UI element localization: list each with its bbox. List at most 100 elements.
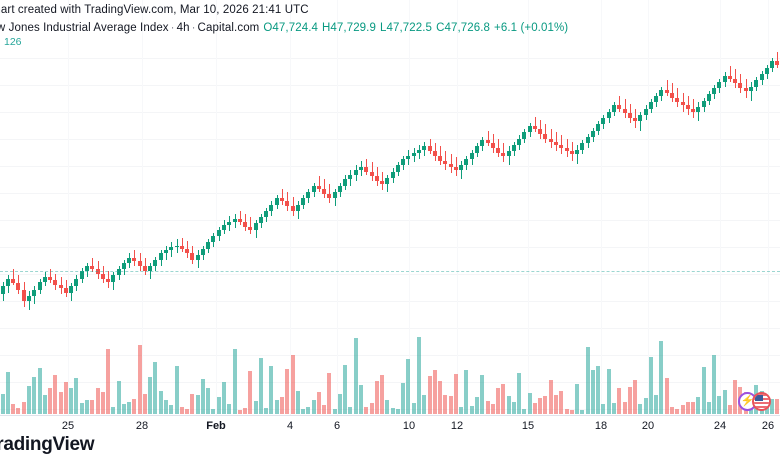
volume-bar	[385, 400, 389, 414]
candle-body	[138, 261, 142, 266]
price-change: +6.1 (+0.01%)	[494, 22, 569, 34]
volume-bar	[565, 408, 569, 414]
candle-body	[501, 152, 505, 156]
candle-body	[238, 218, 242, 222]
volume-bar	[443, 395, 447, 414]
candle-body	[659, 89, 663, 97]
volume-bar	[6, 372, 10, 414]
candle-wick	[440, 146, 441, 166]
candle-body	[333, 192, 337, 199]
volume-bar	[670, 406, 674, 414]
volume-bar	[380, 375, 384, 414]
volume-bar	[723, 389, 727, 414]
volume-bar	[301, 409, 305, 414]
candle-wick	[382, 171, 383, 191]
candle-body	[22, 289, 26, 301]
volume-bar	[206, 387, 210, 414]
volume-bar	[586, 347, 590, 414]
candle-body	[517, 138, 521, 145]
candle-body	[385, 177, 389, 185]
volume-bar	[148, 377, 152, 414]
candle-body	[480, 140, 484, 147]
symbol-name[interactable]: Dow Jones Industrial Average Index	[0, 22, 169, 34]
candle-body	[559, 144, 563, 148]
candle-body	[38, 281, 42, 290]
candle-body	[180, 245, 184, 249]
volume-bar	[501, 384, 505, 414]
volume-bar	[644, 397, 648, 414]
volume-bar	[712, 354, 716, 414]
volume-bar	[638, 404, 642, 414]
volume-bar	[512, 402, 516, 414]
volume-bar	[43, 394, 47, 414]
data-source-label: Capital.com	[197, 22, 260, 34]
candle-body	[628, 113, 632, 119]
volume-bar	[370, 402, 374, 414]
candle-body	[106, 278, 110, 282]
volume-bar	[38, 367, 42, 414]
us-flag-badge-icon[interactable]	[752, 392, 771, 411]
candle-body	[770, 61, 774, 68]
candle-body	[285, 201, 289, 207]
volume-bar	[449, 396, 453, 414]
candle-body	[196, 254, 200, 260]
grid-line-horizontal	[0, 58, 780, 59]
volume-bar	[507, 395, 511, 414]
volume-bar	[401, 382, 405, 414]
candle-body	[80, 270, 84, 279]
chart-attribution: Chart created with TradingView.com, Mar …	[0, 4, 309, 16]
volume-bar	[580, 409, 584, 414]
candle-body	[696, 107, 700, 112]
volume-bar	[11, 403, 15, 414]
candle-body	[617, 105, 621, 109]
volume-bar	[201, 379, 205, 414]
volume-bar	[22, 401, 26, 414]
volume-bar	[528, 392, 532, 414]
grid-line-vertical	[768, 0, 769, 415]
candle-body	[486, 140, 490, 144]
candle-body	[64, 287, 68, 293]
candle-body	[159, 253, 163, 260]
volume-bar	[1, 394, 5, 414]
candle-body	[338, 185, 342, 192]
volume-bar	[312, 400, 316, 414]
tradingview-watermark: TradingView	[0, 434, 95, 455]
volume-bar	[248, 370, 252, 414]
time-axis-label: 4	[286, 420, 294, 432]
candle-body	[607, 111, 611, 119]
candle-body	[1, 286, 5, 295]
interval-label[interactable]: 4h	[176, 22, 190, 34]
volume-bar	[391, 407, 395, 414]
volume-bar	[106, 348, 110, 414]
volume-bar	[406, 358, 410, 414]
candle-body	[111, 275, 115, 282]
candle-body	[27, 295, 31, 301]
candle-body	[760, 74, 764, 81]
candle-body	[712, 88, 716, 95]
ohlc-open: O47,724.4	[263, 22, 318, 34]
grid-line-vertical	[68, 0, 69, 415]
candle-body	[264, 210, 268, 218]
volume-bar	[375, 381, 379, 414]
volume-bar	[238, 409, 242, 414]
candle-body	[633, 118, 637, 122]
candle-body	[549, 138, 553, 142]
candle-body	[675, 97, 679, 103]
volume-bar	[559, 391, 563, 414]
candle-body	[217, 229, 221, 237]
candle-wick	[240, 210, 241, 226]
volume-bar	[491, 404, 495, 414]
candle-body	[681, 102, 685, 106]
time-axis-label: 28	[135, 420, 149, 432]
candle-wick	[730, 66, 731, 82]
volume-bar	[570, 409, 574, 414]
volume-bar	[285, 369, 289, 414]
grid-line-vertical	[457, 0, 458, 415]
candle-body	[254, 223, 258, 230]
volume-bar	[612, 403, 616, 414]
volume-bar	[343, 365, 347, 414]
volume-bar	[464, 370, 468, 414]
grid-line-vertical	[601, 0, 602, 415]
grid-line-horizontal	[0, 328, 780, 329]
